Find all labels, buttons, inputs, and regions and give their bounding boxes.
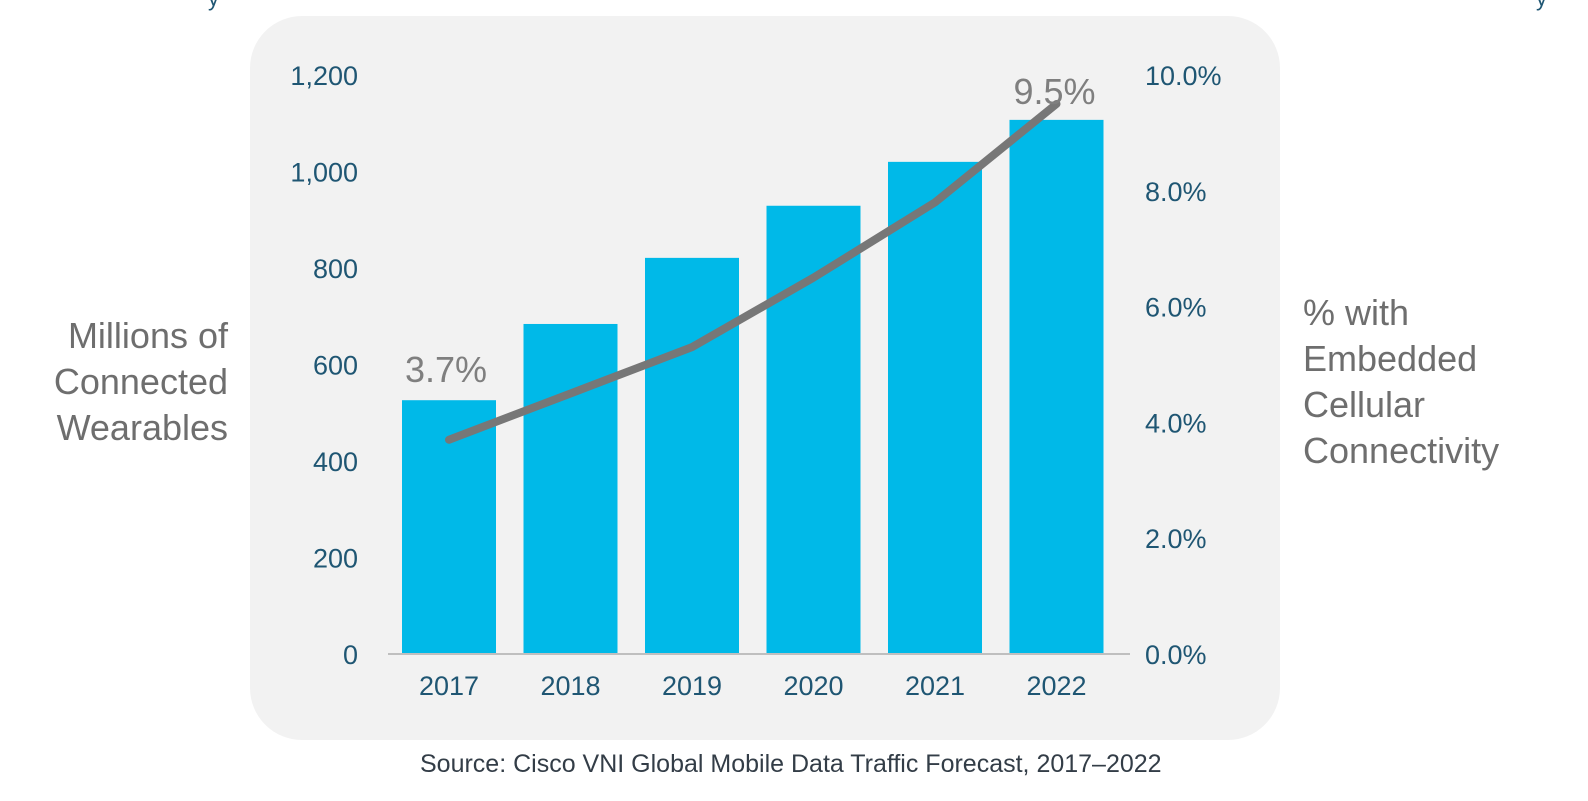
title-fragment-left: y [208, 0, 219, 12]
data-label-2022: 9.5% [1013, 71, 1095, 112]
right-axis-ticks: 0.0% 2.0% 4.0% 6.0% 8.0% 10.0% [1145, 61, 1222, 670]
bar-series [402, 119, 1104, 654]
left-axis-ticks: 0 200 400 600 800 1,000 1,200 [290, 61, 358, 670]
left-axis-title-line: Connected [53, 361, 228, 402]
left-axis-title: Millions of Connected Wearables [0, 313, 228, 451]
line-series [445, 99, 1061, 444]
bar-2018 [523, 323, 618, 654]
x-tick-label: 2020 [783, 671, 843, 701]
right-tick-label: 6.0% [1145, 293, 1207, 323]
left-tick-label: 800 [313, 254, 358, 284]
x-axis-ticks: 2017 2018 2019 2020 2021 2022 [419, 671, 1087, 701]
right-tick-label: 2.0% [1145, 524, 1207, 554]
x-tick-label: 2017 [419, 671, 479, 701]
left-tick-label: 0 [343, 640, 358, 670]
left-axis-title-line: Wearables [56, 407, 228, 448]
right-axis-title-line: Embedded [1303, 338, 1478, 379]
x-tick-label: 2021 [905, 671, 965, 701]
left-tick-label: 1,000 [290, 158, 358, 188]
right-tick-label: 0.0% [1145, 640, 1207, 670]
right-axis-title-line: Connectivity [1303, 430, 1500, 471]
right-axis-title-line: Cellular [1303, 384, 1426, 425]
left-tick-label: 600 [313, 351, 358, 381]
left-tick-label: 400 [313, 447, 358, 477]
title-fragment-right: y [1536, 0, 1547, 12]
left-tick-label: 200 [313, 544, 358, 574]
bar-2019 [645, 257, 739, 654]
right-tick-label: 4.0% [1145, 408, 1207, 438]
right-axis-title-line: % with [1303, 292, 1410, 333]
right-axis-title: % with Embedded Cellular Connectivity [1303, 290, 1583, 474]
data-labels: 3.7% 9.5% [405, 71, 1096, 440]
bar-2022 [1009, 119, 1104, 654]
source-caption: Source: Cisco VNI Global Mobile Data Tra… [420, 750, 1162, 778]
left-axis-title-line: Millions of [67, 315, 228, 356]
left-tick-label: 1,200 [290, 61, 358, 91]
x-tick-label: 2018 [540, 671, 600, 701]
right-tick-label: 8.0% [1145, 177, 1207, 207]
data-label-2017: 3.7% [405, 349, 487, 390]
x-tick-label: 2019 [662, 671, 722, 701]
bar-2021 [888, 161, 982, 654]
right-tick-label: 10.0% [1145, 61, 1222, 91]
x-tick-label: 2022 [1026, 671, 1086, 701]
